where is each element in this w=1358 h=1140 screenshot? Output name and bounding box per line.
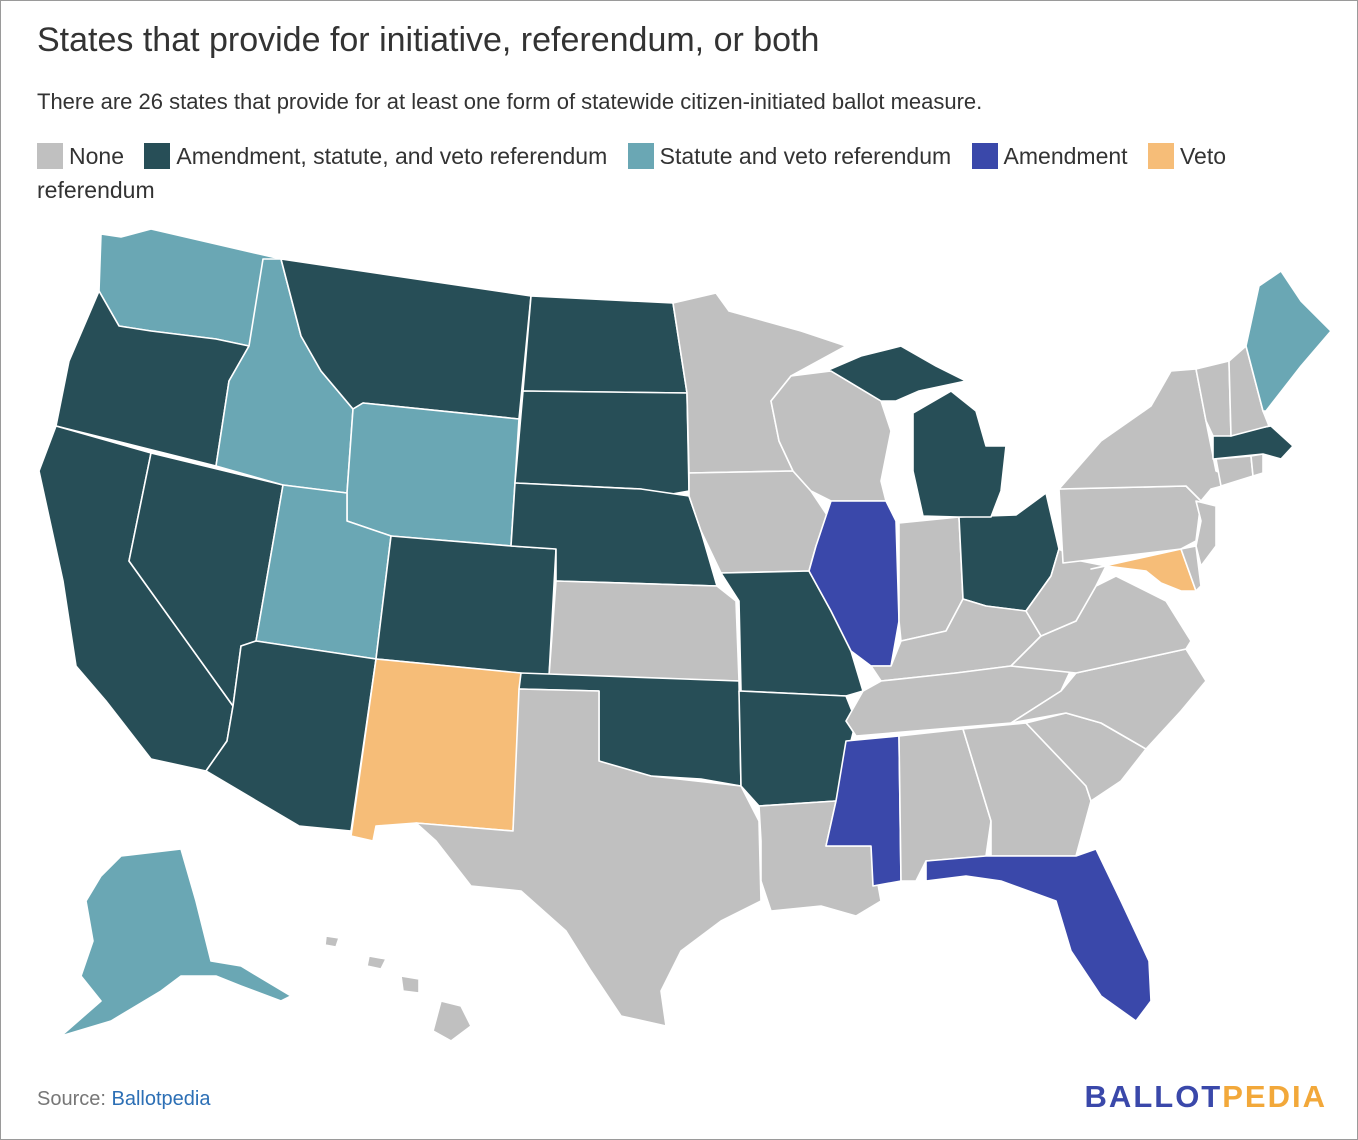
state-rhode-island[interactable]: [1250, 453, 1264, 477]
legend-swatch-amendment-statute-veto: [144, 143, 171, 169]
logo-pedia: PEDIA: [1222, 1079, 1327, 1114]
map-subtitle: There are 26 states that provide for at …: [37, 89, 983, 114]
state-north-dakota[interactable]: [522, 295, 688, 394]
state-hawaii-oahu[interactable]: [366, 955, 387, 970]
map-title: States that provide for initiative, refe…: [37, 21, 820, 59]
legend-swatch-amendment: [971, 143, 998, 169]
state-hawaii-maui[interactable]: [400, 975, 420, 994]
logo-ballot: BALLOT: [1084, 1079, 1223, 1114]
legend-swatch-statute-veto: [627, 143, 654, 169]
ballotpedia-logo: BALLOTPEDIA: [1085, 1079, 1327, 1115]
legend-item-veto-referendum[interactable]: Veto referendum: [37, 143, 1226, 203]
state-tennessee[interactable]: [845, 658, 1077, 737]
source-link[interactable]: Ballotpedia: [111, 1088, 211, 1110]
source-prefix: Source:: [37, 1088, 112, 1110]
state-florida[interactable]: [925, 848, 1152, 1022]
legend-item-statute-veto[interactable]: Statute and veto referendum: [627, 143, 952, 169]
legend-swatch-veto-referendum: [1147, 143, 1174, 169]
state-hawaii-big-island[interactable]: [432, 1000, 472, 1042]
legend-swatch-none: [37, 143, 63, 169]
state-michigan-lower[interactable]: [912, 390, 1007, 518]
state-new-york[interactable]: [1058, 368, 1242, 502]
state-hawaii-kauai[interactable]: [324, 935, 340, 948]
legend-item-none[interactable]: None: [37, 143, 124, 169]
state-texas[interactable]: [415, 688, 762, 1027]
state-new-mexico[interactable]: [350, 658, 522, 842]
state-alaska[interactable]: [60, 848, 292, 1037]
legend-label-veto-referendum: Veto referendum: [37, 143, 1226, 203]
state-connecticut[interactable]: [1215, 455, 1254, 487]
us-states-map: [38, 228, 1332, 1042]
state-new-jersey[interactable]: [1195, 500, 1217, 567]
legend-label-statute-veto: Statute and veto referendum: [659, 143, 952, 169]
state-michigan-upper[interactable]: [825, 345, 967, 402]
legend-label-amendment-statute-veto: Amendment, statute, and veto referendum: [176, 143, 608, 169]
state-kansas[interactable]: [548, 580, 740, 682]
state-south-dakota[interactable]: [514, 390, 690, 497]
state-colorado[interactable]: [375, 535, 557, 677]
legend: None Amendment, statute, and veto refere…: [37, 139, 1307, 207]
state-wyoming[interactable]: [346, 402, 520, 547]
source-line: Source: Ballotpedia: [37, 1088, 210, 1111]
legend-item-amendment[interactable]: Amendment: [971, 143, 1128, 169]
legend-label-none: None: [69, 143, 124, 169]
state-north-carolina[interactable]: [1010, 648, 1207, 750]
state-new-hampshire[interactable]: [1228, 345, 1270, 437]
state-maine[interactable]: [1245, 270, 1332, 412]
legend-label-amendment: Amendment: [1003, 143, 1128, 169]
state-delaware[interactable]: [1180, 545, 1202, 592]
state-vermont[interactable]: [1195, 360, 1232, 437]
legend-item-amendment-statute-veto[interactable]: Amendment, statute, and veto referendum: [144, 143, 607, 169]
